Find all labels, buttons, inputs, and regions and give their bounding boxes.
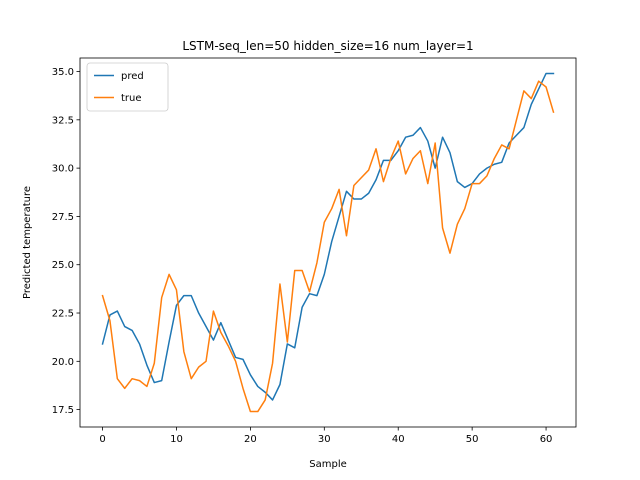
y-tick-label-25.0: 25.0 (52, 260, 74, 271)
series-layer (101, 72, 555, 413)
x-axis: 0 10 20 30 40 50 60 (99, 427, 552, 445)
x-tick-label-20: 20 (244, 434, 257, 445)
y-tick-label-30.0: 30.0 (52, 164, 74, 175)
y-tick-label-32.5: 32.5 (52, 115, 74, 126)
x-tick-label-60: 60 (540, 434, 553, 445)
y-axis: 17.5 20.0 22.5 25.0 27.5 30.0 32.5 35.0 (52, 67, 80, 416)
axes-frame (79, 57, 577, 428)
x-tick-label-40: 40 (392, 434, 405, 445)
x-tick-label-0: 0 (99, 434, 105, 445)
y-tick-label-20.0: 20.0 (52, 357, 74, 368)
plot-area (79, 57, 577, 428)
x-tick-label-50: 50 (466, 434, 479, 445)
y-tick-label-17.5: 17.5 (52, 405, 74, 416)
legend-label-true: true (121, 93, 142, 104)
y-tick-label-35.0: 35.0 (52, 67, 74, 78)
y-axis-label: Predicted temperature (22, 186, 33, 299)
legend: pred true (86, 62, 169, 112)
legend-entries: pred true (94, 71, 144, 104)
x-tick-label-30: 30 (318, 434, 331, 445)
x-tick-label-10: 10 (170, 434, 183, 445)
chart-title: LSTM-seq_len=50 hidden_size=16 num_layer… (182, 39, 473, 53)
y-tick-label-27.5: 27.5 (52, 212, 74, 223)
legend-label-pred: pred (121, 71, 144, 82)
y-tick-label-22.5: 22.5 (52, 309, 74, 320)
series-line-true (101, 80, 555, 413)
x-axis-label: Sample (309, 459, 347, 470)
